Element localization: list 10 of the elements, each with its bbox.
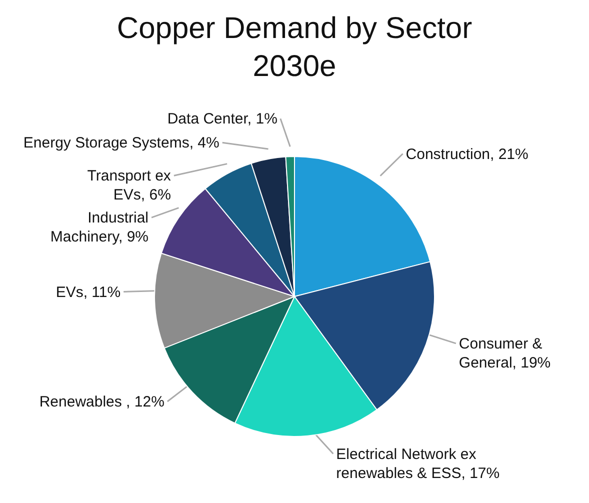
slice-label: Renewables , 12% (39, 394, 164, 411)
slice-label: Transport ex EVs, 6% (87, 168, 172, 204)
slice-label: Energy Storage Systems, 4% (23, 134, 220, 152)
slice-label: Construction, 21% (406, 146, 528, 163)
slice-label: Industrial Machinery, 9% (50, 210, 149, 246)
slice-label: EVs, 11% (56, 284, 121, 301)
slice-label: Data Center, 1% (167, 110, 278, 128)
chart-title: Copper Demand by Sector 2030e (116, 12, 472, 83)
slice-label: Electrical Network ex renewables & ESS, 17% (336, 446, 500, 482)
slice-label: Consumer & General, 19% (458, 335, 551, 372)
